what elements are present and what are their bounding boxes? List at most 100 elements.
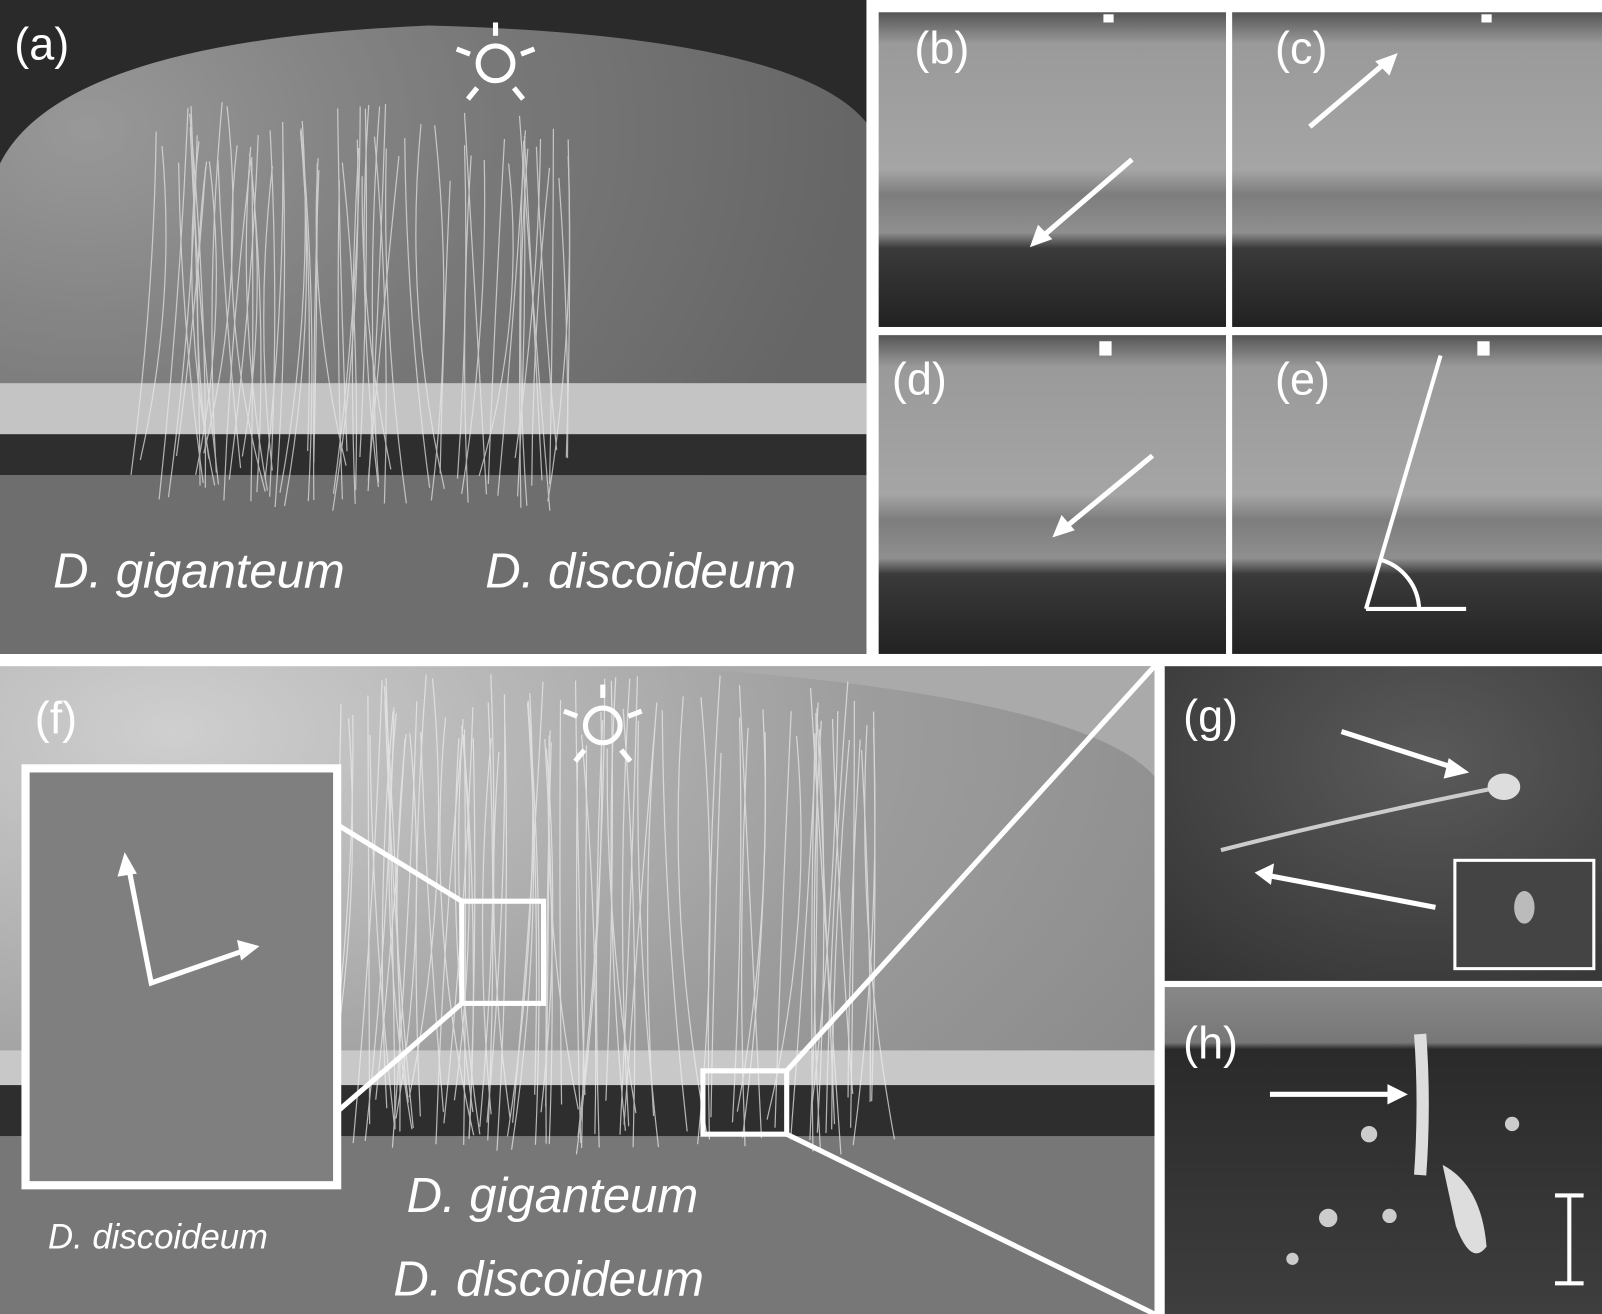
filament: [523, 136, 543, 481]
filament: [496, 724, 508, 1151]
filament: [738, 685, 763, 1139]
filament: [195, 161, 217, 475]
filament: [245, 146, 269, 491]
panel-e: (e): [1232, 335, 1602, 654]
panel-label: (d): [892, 353, 947, 404]
filament: [439, 180, 451, 474]
filament: [623, 728, 656, 1125]
filament: [211, 102, 223, 473]
filament: [230, 145, 266, 492]
filament: [341, 162, 358, 491]
filament: [478, 163, 514, 477]
species-label: D. giganteum: [53, 545, 345, 599]
filament: [300, 128, 313, 502]
filament: [312, 170, 320, 500]
dish-edge: [0, 0, 867, 164]
filament: [825, 681, 849, 1133]
filament: [367, 156, 400, 481]
filament: [544, 738, 553, 1145]
filament: [549, 128, 554, 485]
filament: [468, 738, 476, 1139]
filament: [574, 680, 586, 1095]
filament: [677, 696, 708, 1133]
species-label: D. discoideum: [393, 1253, 704, 1307]
filament: [535, 146, 558, 451]
panel-label: (c): [1275, 22, 1327, 73]
sun-icon: [563, 684, 643, 763]
panel-d: (d): [878, 335, 1227, 654]
filament: [493, 751, 511, 1119]
filament: [661, 710, 688, 1132]
filament: [352, 679, 383, 1144]
panel-label: (a): [14, 18, 69, 69]
filament: [736, 709, 766, 1112]
filament: [619, 676, 639, 1135]
filament: [175, 166, 207, 457]
filament: [223, 169, 251, 501]
filament: [813, 720, 822, 1150]
filament: [371, 106, 381, 483]
photo: [1164, 987, 1602, 1314]
filament: [540, 748, 554, 1113]
filament: [337, 108, 348, 452]
filament: [383, 685, 401, 1132]
panel-f: (f) D. discoideum D. giganteum D. discoi…: [0, 664, 1157, 1314]
filament: [831, 739, 851, 1130]
filament: [241, 153, 258, 457]
filament: [391, 701, 418, 1148]
filament: [518, 115, 551, 511]
filament: [809, 687, 842, 1155]
filament: [384, 699, 414, 1129]
filament: [363, 105, 380, 488]
filament: [373, 136, 387, 504]
filament: [463, 112, 488, 495]
filament: [274, 152, 286, 508]
filament: [740, 727, 749, 1147]
filament: [580, 745, 588, 1149]
filament: [497, 130, 526, 496]
panel-a: (a) D. giganteum D. discoideum: [0, 0, 867, 654]
filament: [189, 127, 220, 485]
species-label: D. discoideum: [48, 1219, 268, 1257]
filament: [178, 162, 204, 484]
filament: [731, 717, 742, 1123]
filament: [811, 711, 839, 1102]
filament: [250, 157, 254, 502]
panel-label: (f): [35, 693, 77, 744]
panel-label: (e): [1275, 353, 1330, 404]
panel-h: (h): [1164, 987, 1602, 1314]
panel-label: (g): [1183, 691, 1238, 742]
filament: [435, 742, 463, 1145]
photo: [878, 12, 1227, 327]
filament: [367, 695, 371, 1125]
inset: [21, 764, 342, 1190]
filament: [130, 131, 157, 476]
filament: [439, 717, 475, 1136]
filament: [300, 130, 311, 451]
filament: [547, 156, 571, 502]
filament: [361, 176, 392, 470]
filament: [189, 113, 207, 488]
sun-icon: [455, 22, 536, 101]
filament: [559, 699, 563, 1105]
filament: [646, 702, 658, 1116]
filament: [158, 107, 189, 500]
photo: [1232, 12, 1602, 327]
filament: [456, 145, 467, 479]
filament: [531, 167, 551, 486]
filament: [864, 725, 896, 1140]
photo: [878, 335, 1227, 654]
filament: [381, 711, 394, 1109]
filament: [139, 146, 167, 461]
filament: [487, 138, 506, 484]
filament: [315, 158, 347, 466]
filament: [375, 739, 406, 1100]
filament: [461, 160, 486, 495]
filament: [369, 734, 396, 1127]
filament: [351, 147, 360, 504]
filament: [196, 161, 210, 459]
filament: [707, 675, 721, 1140]
filament: [269, 130, 276, 497]
filament: [518, 161, 524, 508]
